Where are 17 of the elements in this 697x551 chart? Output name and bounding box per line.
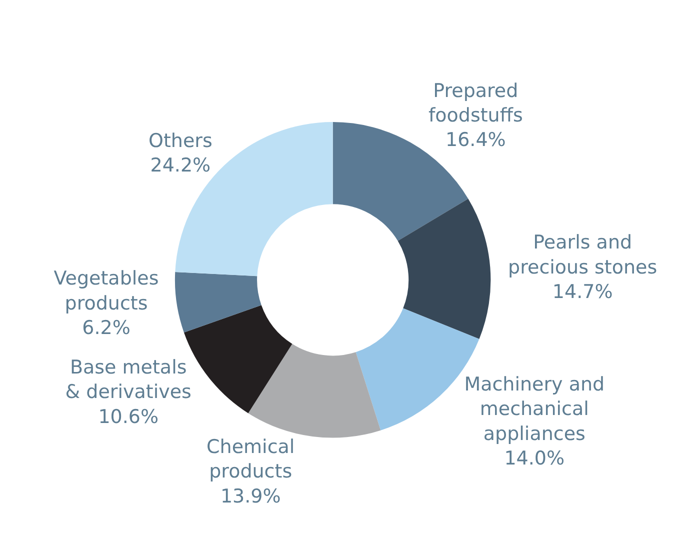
slice-label: Chemical products bbox=[206, 436, 295, 483]
slice-label: Prepared foodstuffs bbox=[428, 80, 523, 126]
data-label: 10.6% bbox=[98, 406, 159, 428]
slice-label: Others bbox=[148, 130, 212, 152]
data-label: 16.4% bbox=[445, 129, 506, 152]
data-label: 24.2% bbox=[150, 154, 211, 177]
donut-slice bbox=[175, 272, 262, 332]
donut-slice bbox=[398, 198, 491, 339]
data-label: 6.2% bbox=[82, 317, 130, 340]
slice-label: Vegetables products bbox=[54, 268, 159, 314]
donut-slice bbox=[248, 344, 381, 438]
data-label: 14.0% bbox=[504, 448, 565, 470]
slice-label: Pearls and precious stones bbox=[508, 232, 658, 278]
data-label: 14.7% bbox=[552, 281, 613, 303]
data-label: 13.9% bbox=[220, 485, 281, 508]
slice-label: Machinery and mechanical appliances bbox=[464, 373, 605, 445]
slice-label: Base metals & derivatives bbox=[65, 356, 192, 404]
